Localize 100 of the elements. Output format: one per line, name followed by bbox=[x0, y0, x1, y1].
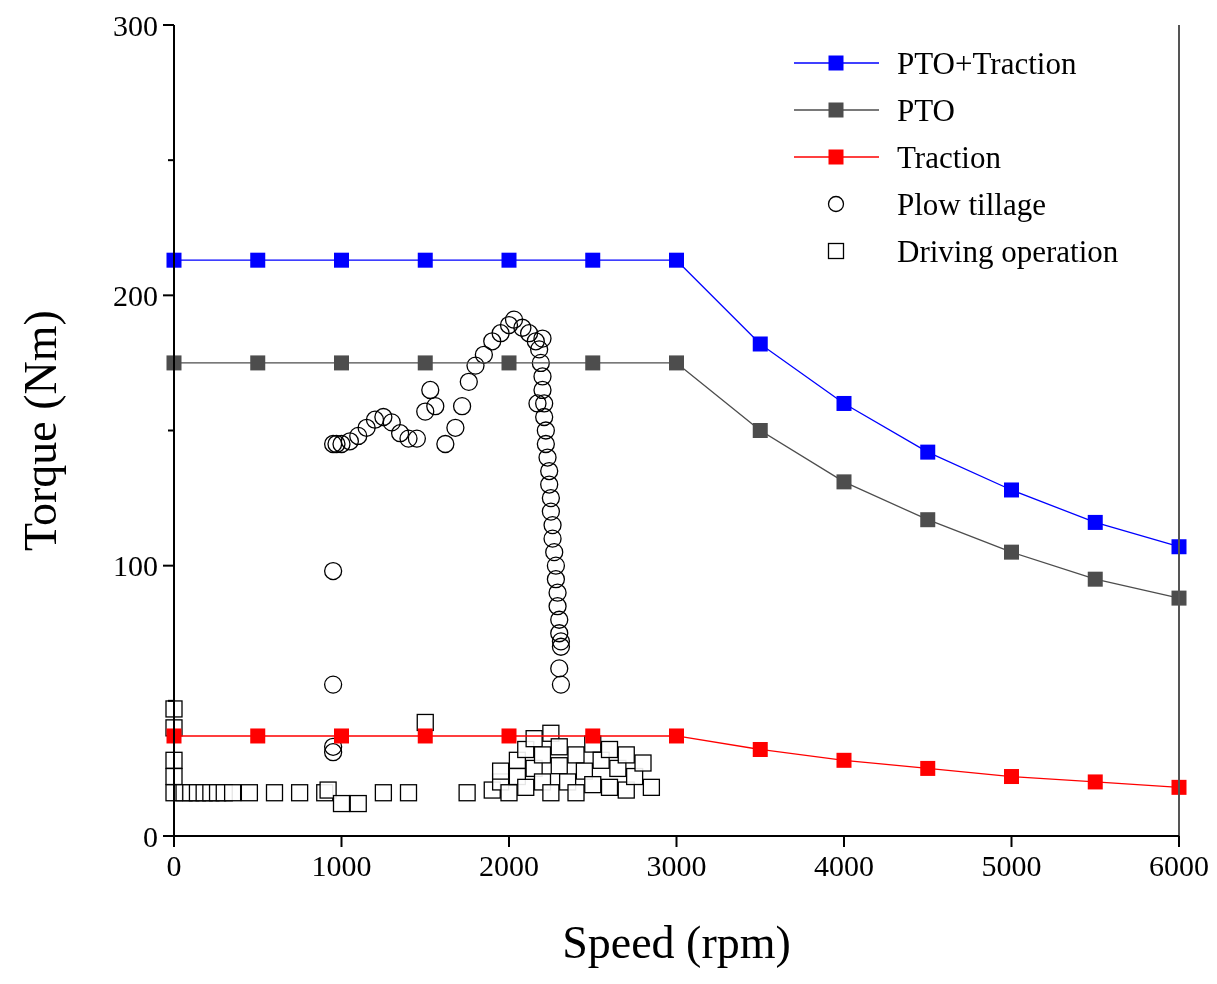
point bbox=[533, 380, 552, 400]
point bbox=[585, 252, 601, 268]
point bbox=[548, 583, 567, 602]
point bbox=[458, 784, 476, 802]
point bbox=[374, 407, 393, 427]
x-tick-label: 6000 bbox=[1149, 849, 1209, 882]
point bbox=[752, 336, 768, 352]
point bbox=[600, 740, 619, 759]
point bbox=[165, 700, 183, 718]
x-tick-label: 5000 bbox=[981, 849, 1042, 882]
x-tick-label: 3000 bbox=[646, 849, 707, 882]
point bbox=[551, 637, 571, 656]
point bbox=[417, 252, 433, 268]
point bbox=[752, 423, 768, 438]
point bbox=[517, 778, 535, 796]
point bbox=[519, 324, 539, 343]
point bbox=[474, 345, 494, 364]
point bbox=[491, 762, 510, 780]
point bbox=[323, 675, 343, 694]
point bbox=[920, 444, 936, 460]
x-tick-label: 2000 bbox=[479, 849, 539, 882]
point bbox=[543, 529, 562, 548]
point bbox=[550, 738, 568, 756]
point bbox=[250, 252, 266, 268]
legend-label: PTO+Traction bbox=[897, 45, 1077, 81]
point bbox=[399, 429, 418, 448]
point bbox=[584, 775, 602, 794]
legend-label: Plow tillage bbox=[897, 186, 1046, 222]
point bbox=[550, 624, 569, 643]
point bbox=[1087, 774, 1103, 790]
x-tick-label: 4000 bbox=[814, 849, 874, 882]
point bbox=[1004, 482, 1019, 498]
point bbox=[417, 355, 433, 371]
x-axis-title: Speed (rpm) bbox=[562, 917, 791, 968]
point bbox=[536, 434, 555, 454]
point bbox=[466, 356, 485, 375]
point bbox=[250, 355, 266, 371]
point bbox=[540, 461, 559, 481]
point bbox=[417, 728, 433, 744]
point bbox=[526, 332, 545, 351]
point bbox=[483, 332, 502, 351]
point bbox=[531, 353, 550, 373]
point bbox=[585, 728, 601, 744]
point bbox=[499, 315, 519, 335]
point bbox=[374, 784, 393, 802]
point bbox=[533, 367, 552, 386]
point bbox=[436, 434, 455, 454]
point bbox=[540, 475, 559, 494]
point bbox=[504, 310, 524, 329]
point bbox=[349, 426, 368, 446]
point bbox=[250, 728, 266, 744]
point bbox=[920, 512, 936, 528]
x-tick-label: 1000 bbox=[311, 849, 372, 882]
x-tick-label: 0 bbox=[166, 849, 182, 882]
point bbox=[332, 794, 351, 813]
point bbox=[1004, 544, 1019, 560]
y-tick-label: 100 bbox=[113, 549, 158, 583]
point bbox=[501, 728, 517, 744]
y-tick-label: 300 bbox=[113, 8, 158, 42]
point bbox=[416, 402, 435, 421]
point bbox=[617, 781, 635, 799]
point bbox=[390, 424, 410, 443]
legend-label: PTO bbox=[897, 92, 956, 128]
point bbox=[501, 252, 517, 268]
legend-label: Traction bbox=[897, 139, 1002, 175]
point bbox=[223, 784, 242, 802]
point bbox=[513, 318, 532, 337]
point bbox=[920, 760, 936, 776]
point bbox=[1004, 769, 1019, 785]
point bbox=[546, 556, 566, 575]
point bbox=[491, 324, 510, 343]
point bbox=[600, 778, 619, 796]
point bbox=[382, 413, 401, 432]
point bbox=[551, 632, 571, 651]
point bbox=[426, 397, 445, 416]
point bbox=[535, 407, 554, 427]
point bbox=[1087, 571, 1103, 587]
point bbox=[533, 329, 552, 348]
point bbox=[548, 597, 567, 616]
point bbox=[642, 778, 661, 796]
point bbox=[365, 410, 385, 429]
point bbox=[669, 355, 684, 371]
y-tick-label: 0 bbox=[143, 819, 158, 853]
point bbox=[542, 784, 560, 802]
point bbox=[323, 737, 343, 756]
point bbox=[669, 252, 684, 268]
point bbox=[332, 434, 351, 454]
point bbox=[334, 355, 349, 371]
point bbox=[545, 543, 564, 562]
point bbox=[752, 741, 768, 757]
y-axis-title: Torque (Nm) bbox=[15, 310, 66, 551]
point bbox=[340, 432, 360, 451]
point bbox=[407, 429, 427, 448]
point bbox=[634, 754, 652, 772]
point bbox=[669, 728, 684, 744]
point bbox=[546, 570, 566, 589]
point bbox=[290, 784, 309, 802]
point bbox=[357, 418, 376, 437]
point bbox=[399, 784, 418, 802]
point bbox=[567, 746, 585, 764]
